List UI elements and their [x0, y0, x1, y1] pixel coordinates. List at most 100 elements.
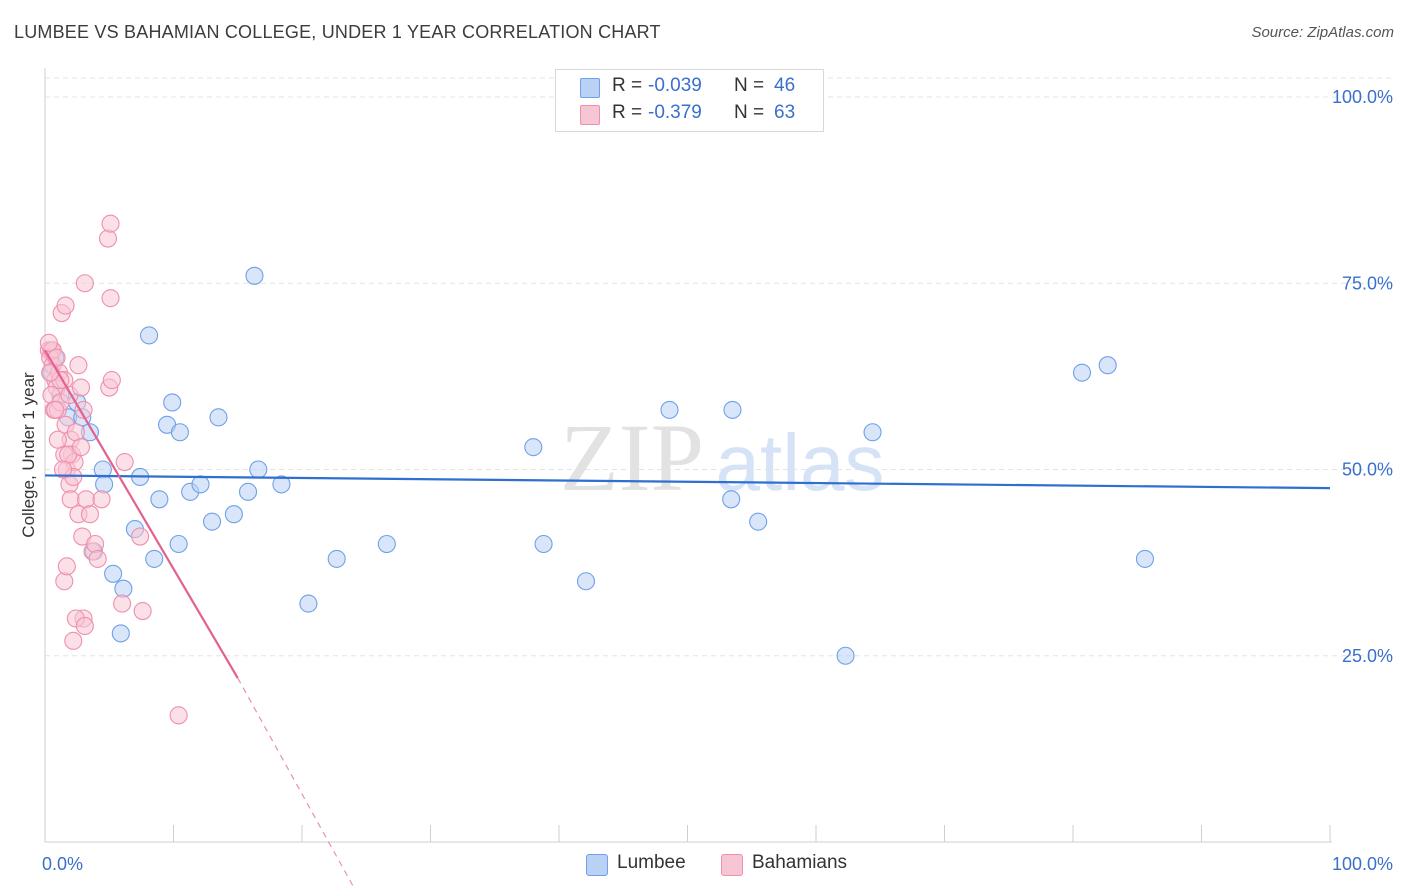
data-point: [95, 475, 114, 494]
data-point: [140, 326, 159, 345]
trend-lines: [44, 349, 1331, 887]
data-point: [723, 400, 742, 419]
source-credit: Source: ZipAtlas.com: [1251, 24, 1394, 41]
data-point: [1135, 549, 1155, 568]
bahamians-swatch: [580, 105, 600, 125]
data-point: [836, 646, 855, 665]
data-point: [245, 266, 264, 285]
data-point: [272, 475, 291, 494]
r-label: R =: [612, 75, 643, 96]
tick-labels: 25.0% 50.0% 75.0% 100.0% 0.0% 100.0%: [42, 87, 1393, 874]
data-point: [722, 490, 741, 509]
data-point: [131, 527, 150, 546]
data-point: [75, 616, 94, 636]
data-point: [238, 482, 258, 501]
data-point: [576, 572, 596, 591]
data-point: [41, 363, 60, 382]
data-point: [98, 229, 118, 248]
data-point: [101, 289, 120, 308]
data-point: [209, 408, 228, 427]
data-point: [169, 534, 188, 554]
axes: [44, 68, 1332, 843]
legend-label: Bahamians: [752, 852, 848, 873]
data-point: [86, 534, 105, 554]
n-value: 46: [774, 75, 796, 96]
lumbee-swatch: [586, 854, 608, 876]
data-point: [77, 490, 96, 509]
data-point: [101, 214, 120, 233]
y-tick-label: 75.0%: [1342, 273, 1393, 293]
data-point: [863, 423, 882, 442]
data-point: [115, 452, 134, 472]
correlation-legend: R = -0.039 N = 46 R = -0.379 N = 63: [555, 69, 824, 132]
data-point: [113, 594, 132, 613]
chart-title: LUMBEE VS BAHAMIAN COLLEGE, UNDER 1 YEAR…: [14, 22, 661, 42]
data-point: [111, 624, 130, 643]
data-point: [74, 400, 93, 419]
data-point: [80, 505, 100, 524]
data-point: [749, 512, 768, 531]
y-tick-label: 25.0%: [1342, 646, 1393, 666]
n-label: N =: [734, 102, 765, 123]
grid-lines: [45, 77, 1392, 657]
data-point: [61, 490, 80, 509]
trend-extension: [237, 677, 354, 887]
data-point: [145, 549, 164, 568]
watermark-zip: ZIP: [560, 404, 704, 511]
data-point: [75, 274, 94, 293]
data-point: [524, 438, 543, 457]
data-point: [69, 356, 88, 375]
data-point: [203, 512, 222, 531]
data-point: [150, 490, 169, 509]
data-point: [133, 601, 152, 621]
data-point: [56, 296, 75, 315]
data-point: [1098, 356, 1117, 375]
data-point: [660, 400, 679, 419]
x-tick-label: 100.0%: [1332, 854, 1393, 874]
data-point: [169, 706, 188, 725]
watermark: ZIP atlas: [560, 404, 884, 511]
x-tick-label: 0.0%: [42, 854, 83, 874]
data-point: [249, 460, 268, 479]
watermark-atlas: atlas: [716, 418, 885, 507]
data-point: [64, 631, 83, 650]
data-point: [104, 564, 123, 583]
data-point: [57, 557, 76, 576]
n-label: N =: [734, 75, 765, 96]
data-point: [224, 505, 243, 524]
series-bahamians: [39, 214, 188, 725]
data-point: [88, 549, 107, 568]
data-point: [299, 594, 318, 613]
lumbee-swatch: [580, 78, 600, 98]
data-point: [71, 378, 91, 397]
data-point: [46, 400, 65, 419]
data-point: [170, 423, 189, 442]
data-point: [191, 475, 210, 494]
data-point: [1072, 363, 1092, 382]
y-tick-label: 100.0%: [1332, 87, 1393, 107]
data-point: [48, 430, 67, 449]
y-tick-label: 50.0%: [1342, 460, 1393, 480]
data-point: [102, 371, 121, 390]
data-point: [39, 333, 58, 352]
data-point: [327, 549, 346, 568]
trend-line: [44, 349, 239, 679]
r-label: R =: [612, 102, 643, 123]
series-legend: Lumbee Bahamians: [0, 852, 1406, 878]
data-point: [534, 534, 553, 554]
n-value: 63: [774, 102, 796, 123]
data-point: [71, 438, 91, 457]
r-value: -0.379: [648, 102, 702, 123]
r-value: -0.039: [648, 75, 702, 96]
data-point: [163, 393, 182, 412]
y-axis-label: College, Under 1 year: [19, 372, 38, 538]
bahamians-swatch: [721, 854, 743, 876]
legend-label: Lumbee: [617, 852, 686, 873]
data-point: [55, 572, 74, 591]
data-point: [377, 534, 396, 554]
data-points: [39, 214, 1155, 725]
data-point: [53, 460, 73, 479]
trend-line: [44, 474, 1331, 490]
data-point: [92, 490, 111, 509]
